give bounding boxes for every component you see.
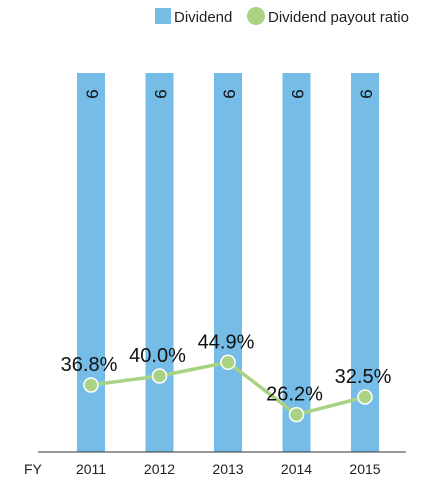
bar-2013 <box>214 73 242 452</box>
bar-value-label-2012: 9 <box>151 89 170 98</box>
x-tick-2011: 2011 <box>76 461 106 477</box>
bar-value-label-2013: 9 <box>220 89 239 98</box>
payout-ratio-point-2014 <box>288 406 305 423</box>
x-tick-2013: 2013 <box>212 461 243 477</box>
bar-value-label-2014: 9 <box>288 89 307 98</box>
bar-2014 <box>282 73 311 452</box>
bar-value-label-2015: 9 <box>357 89 376 98</box>
payout-ratio-label-2015: 32.5% <box>335 366 392 388</box>
bar-2012 <box>145 73 174 452</box>
legend-label-payout-ratio: Dividend payout ratio <box>268 9 409 26</box>
ratio-line-group: 36.8% 40.0% 44.9% 26.2% 32.5% <box>61 331 392 423</box>
payout-ratio-label-2014: 26.2% <box>266 384 323 406</box>
x-ticks-group: FY 2011 2012 2013 2014 2015 <box>24 461 381 477</box>
payout-ratio-label-2011: 36.8% <box>61 354 118 376</box>
payout-ratio-label-2013: 44.9% <box>198 331 255 353</box>
x-axis-prefix: FY <box>24 461 43 477</box>
bars-group: 9 9 9 9 9 <box>77 73 379 452</box>
x-tick-2014: 2014 <box>281 461 312 477</box>
payout-ratio-label-2012: 40.0% <box>129 345 186 367</box>
payout-ratio-point-2012 <box>151 368 168 384</box>
payout-ratio-point-2011 <box>83 377 99 393</box>
bar-2015 <box>351 73 379 452</box>
payout-ratio-point-2013 <box>220 354 236 371</box>
legend-label-dividend: Dividend <box>174 9 232 26</box>
bar-value-label-2011: 9 <box>83 89 102 98</box>
legend-swatch-payout-ratio <box>247 7 265 25</box>
bar-2011 <box>77 73 105 452</box>
legend: Dividend Dividend payout ratio <box>155 7 409 26</box>
x-tick-2015: 2015 <box>349 461 380 477</box>
legend-swatch-dividend <box>155 8 171 24</box>
payout-ratio-point-2015 <box>357 389 373 405</box>
x-tick-2012: 2012 <box>144 461 175 477</box>
